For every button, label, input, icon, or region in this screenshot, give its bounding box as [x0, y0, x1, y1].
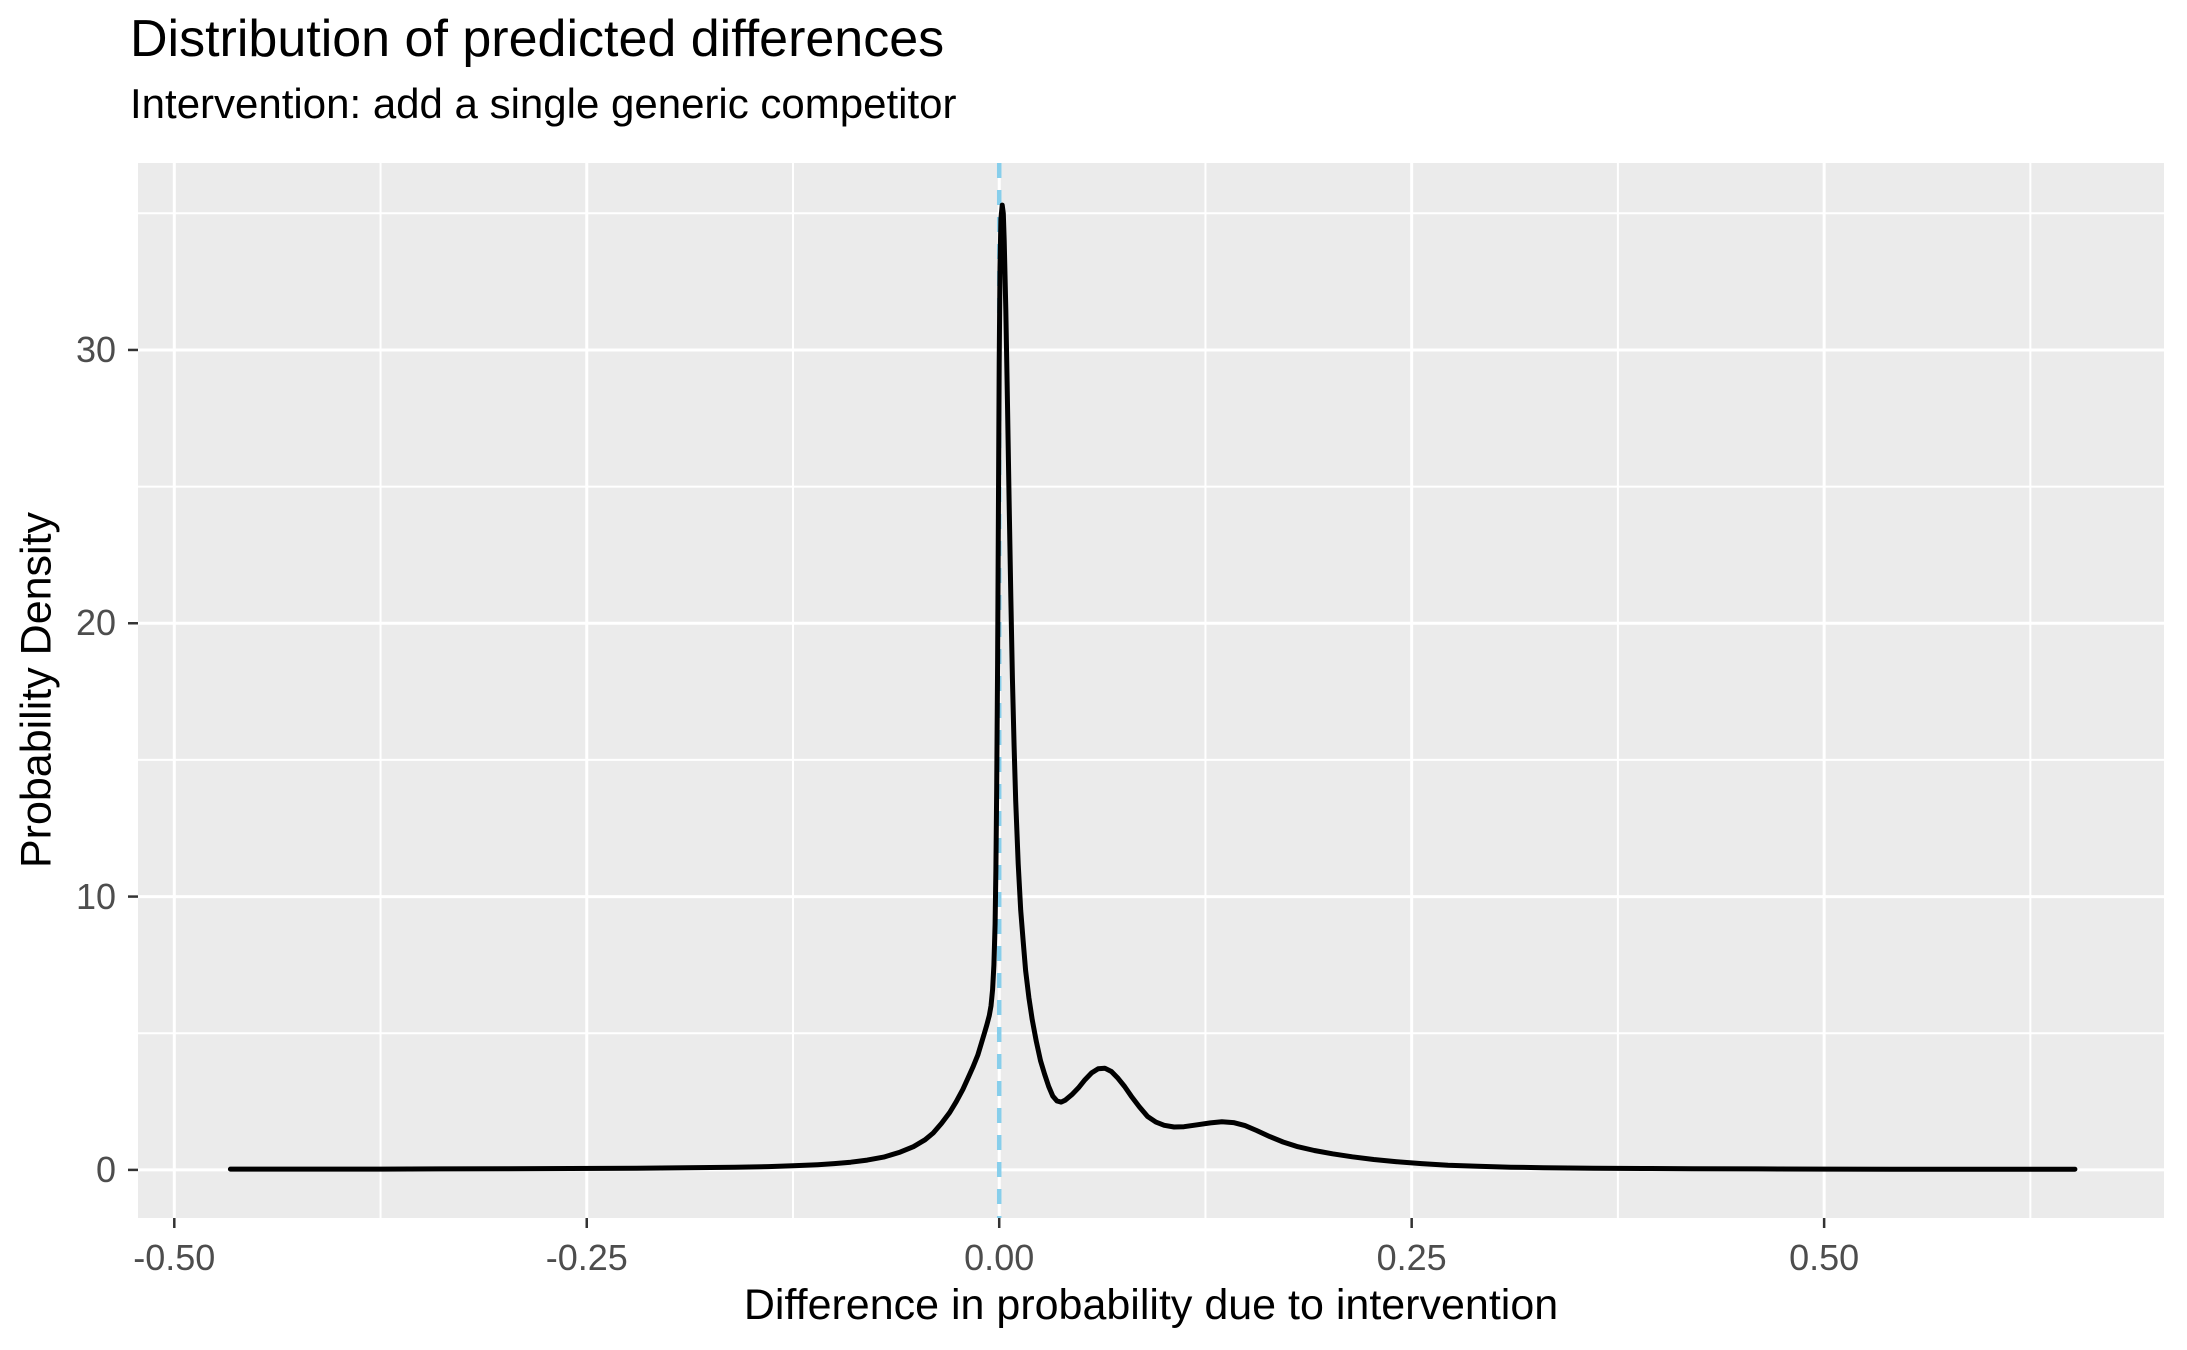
- plot-subtitle: Intervention: add a single generic compe…: [130, 80, 957, 127]
- plot-title: Distribution of predicted differences: [130, 10, 945, 68]
- y-tick-label: 30: [75, 328, 116, 370]
- x-tick-label: 0.00: [964, 1237, 1035, 1278]
- y-tick-label: 0: [95, 1148, 116, 1190]
- x-tick-label: 0.50: [1789, 1237, 1860, 1278]
- x-tick-label: -0.50: [133, 1237, 216, 1278]
- x-tick-label: 0.25: [1376, 1237, 1447, 1278]
- y-tick-label: 20: [75, 602, 116, 644]
- density-curve: [227, 202, 2078, 1172]
- x-tick-label: -0.25: [545, 1237, 628, 1278]
- plot-panel: [138, 163, 2164, 1218]
- y-axis-title: Probability Density: [12, 511, 61, 869]
- y-tick-label: 10: [75, 875, 116, 917]
- x-axis-title: Difference in probability due to interve…: [743, 1281, 1559, 1329]
